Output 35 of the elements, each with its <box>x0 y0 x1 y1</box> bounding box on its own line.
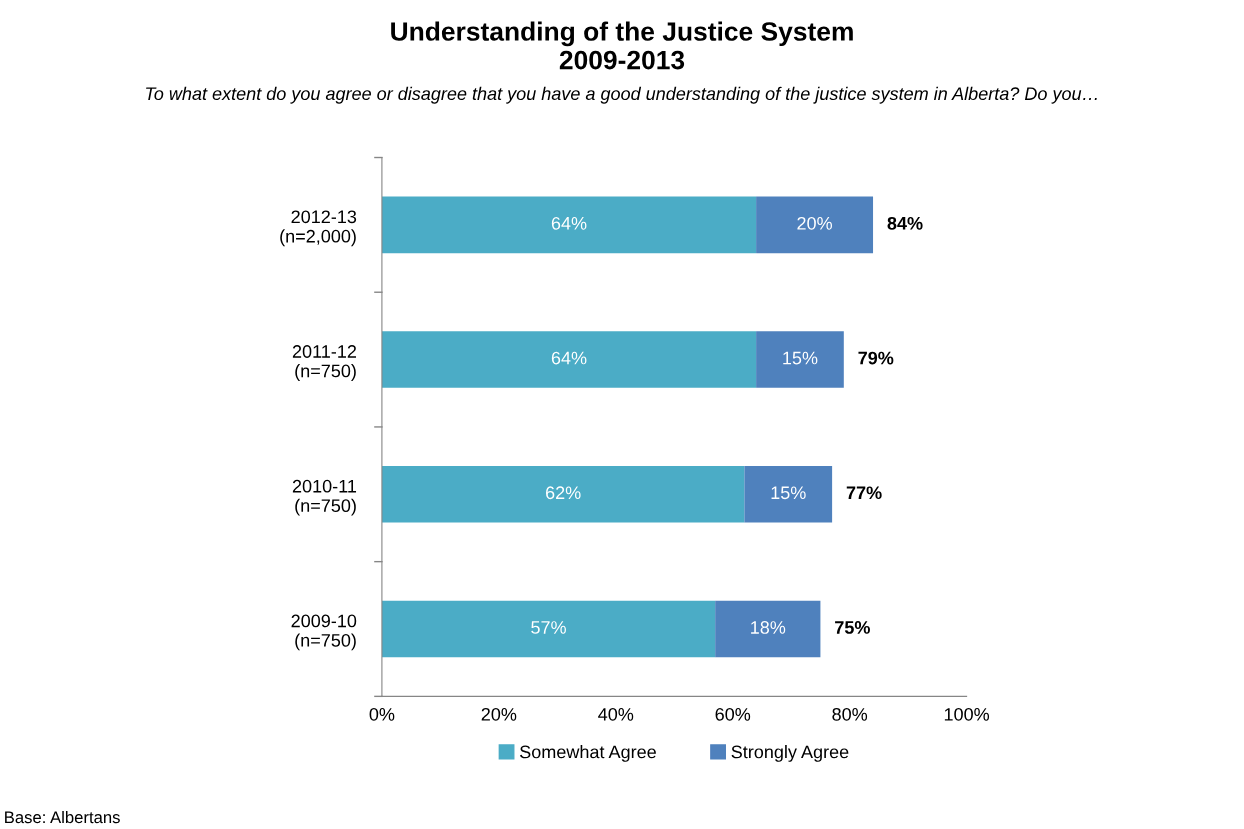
data-label: 15% <box>783 351 818 365</box>
x-tick-label: 20% <box>481 707 517 721</box>
x-tick-label: 60% <box>715 707 751 721</box>
data-label: 62% <box>546 486 581 500</box>
data-label: 20% <box>797 216 832 230</box>
data-label: 15% <box>771 486 806 500</box>
y-tick-label: 2012-13 (n=2,000) <box>280 210 357 247</box>
y-tick-label: 2010-11 (n=750) <box>292 479 357 516</box>
total-label: 84% <box>887 216 923 230</box>
bar <box>381 331 757 388</box>
chart-title: Understanding of the Justice System 2009-2013 <box>391 21 853 70</box>
bar <box>381 196 757 254</box>
data-label: 57% <box>531 621 566 634</box>
x-tick-label: 100% <box>944 707 990 721</box>
bar <box>715 600 821 658</box>
y-tick-label: 2009-10 (n=750) <box>291 614 357 651</box>
legend-label: Strongly Agree <box>731 745 849 762</box>
text: Base: Albertans <box>5 810 120 824</box>
total-label: 75% <box>835 621 870 634</box>
x-tick-label: 40% <box>598 707 634 721</box>
chart-subtitle: To what extent do you agree or disagree that you have a good understanding of the justice system in Alberta? Do you… <box>146 86 1097 104</box>
bar <box>381 466 745 523</box>
total-label: 77% <box>846 486 882 500</box>
data-label: 64% <box>551 216 587 230</box>
bar <box>744 466 833 523</box>
data-label: 64% <box>551 351 587 365</box>
data-label: 18% <box>751 621 786 634</box>
total-label: 79% <box>858 351 894 365</box>
bar <box>756 331 844 388</box>
bar <box>381 600 716 658</box>
x-tick-label: 0% <box>369 707 395 721</box>
bar <box>756 196 874 254</box>
y-tick-label: 2011-12 (n=750) <box>292 345 357 381</box>
x-tick-label: 80% <box>832 707 868 721</box>
legend-label: Somewhat Agree <box>520 745 656 762</box>
